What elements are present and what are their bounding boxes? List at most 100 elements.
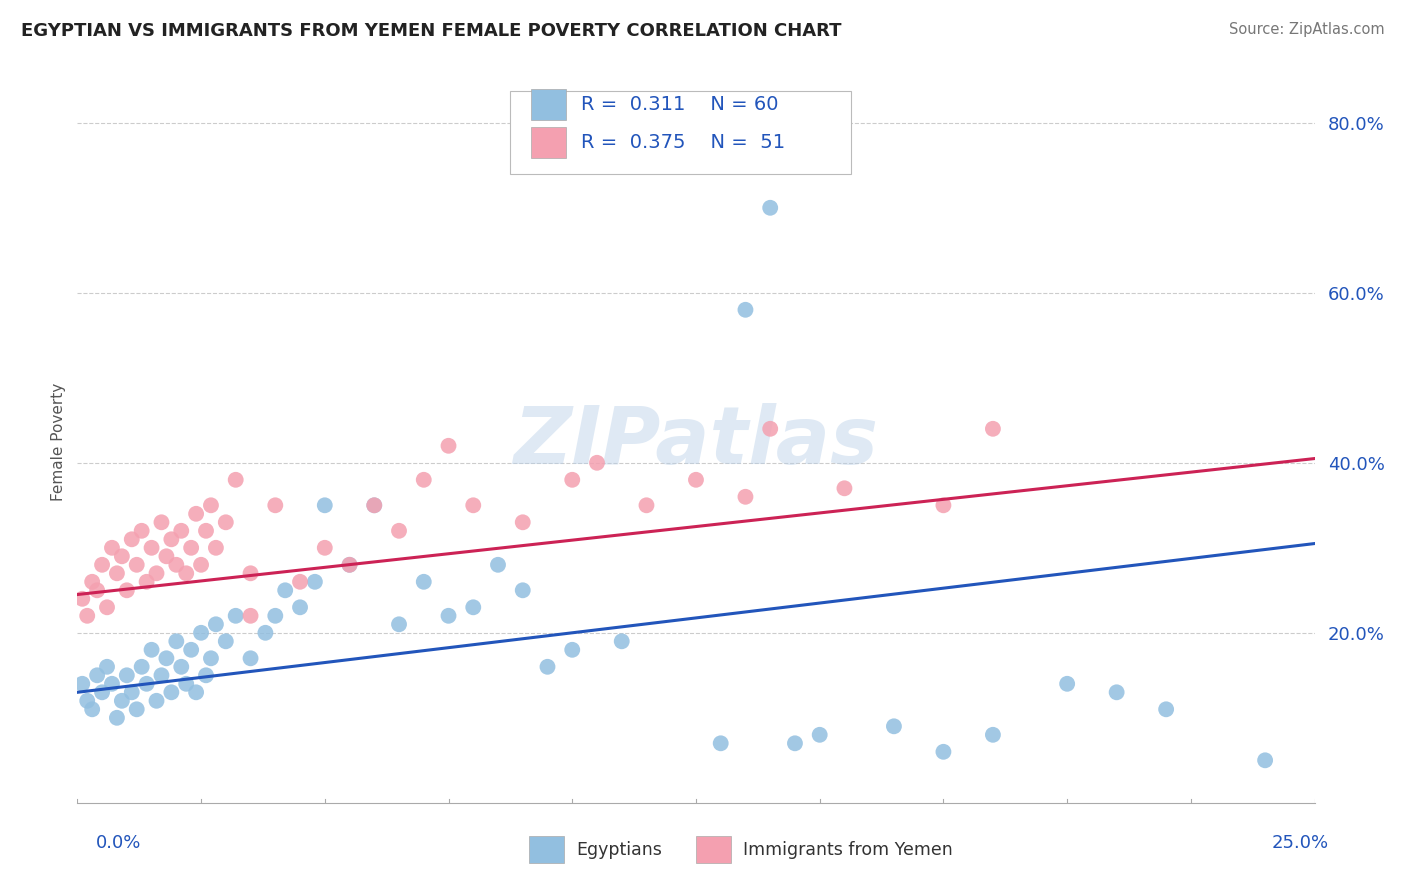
Point bbox=[783, 736, 806, 750]
Point bbox=[239, 608, 262, 623]
Point bbox=[339, 558, 361, 572]
Point bbox=[932, 745, 955, 759]
Point bbox=[205, 541, 228, 555]
Point bbox=[561, 473, 583, 487]
Text: 25.0%: 25.0% bbox=[1271, 834, 1329, 852]
Text: R =  0.311    N = 60: R = 0.311 N = 60 bbox=[581, 95, 779, 114]
Point bbox=[561, 642, 583, 657]
Point bbox=[710, 736, 733, 750]
Point bbox=[205, 617, 228, 632]
Point bbox=[1056, 677, 1078, 691]
Point bbox=[412, 473, 434, 487]
Point bbox=[314, 541, 336, 555]
FancyBboxPatch shape bbox=[531, 128, 567, 158]
Point bbox=[239, 651, 262, 665]
FancyBboxPatch shape bbox=[696, 836, 731, 863]
Point bbox=[121, 685, 143, 699]
Point bbox=[264, 498, 287, 512]
Point bbox=[388, 524, 411, 538]
Point bbox=[121, 533, 143, 547]
Point bbox=[135, 574, 157, 589]
Point bbox=[190, 625, 212, 640]
Point bbox=[586, 456, 609, 470]
Point bbox=[304, 574, 326, 589]
Point bbox=[76, 608, 98, 623]
Point bbox=[932, 498, 955, 512]
Point bbox=[174, 677, 197, 691]
Point bbox=[184, 507, 207, 521]
Point bbox=[486, 558, 509, 572]
Point bbox=[105, 566, 128, 581]
Point bbox=[125, 558, 148, 572]
Point bbox=[131, 660, 153, 674]
Point bbox=[165, 634, 187, 648]
Point bbox=[91, 558, 114, 572]
Point bbox=[96, 600, 118, 615]
Point bbox=[512, 583, 534, 598]
Point bbox=[150, 516, 173, 530]
Point bbox=[254, 625, 277, 640]
Point bbox=[437, 439, 460, 453]
Point bbox=[170, 524, 193, 538]
Text: R =  0.375    N =  51: R = 0.375 N = 51 bbox=[581, 133, 785, 152]
Point bbox=[101, 677, 124, 691]
Point bbox=[96, 660, 118, 674]
Point bbox=[734, 490, 756, 504]
Point bbox=[141, 541, 163, 555]
Point bbox=[363, 498, 385, 512]
Point bbox=[536, 660, 558, 674]
Point bbox=[184, 685, 207, 699]
Point bbox=[225, 608, 247, 623]
Point bbox=[463, 600, 485, 615]
Point bbox=[131, 524, 153, 538]
Point bbox=[200, 651, 222, 665]
Point bbox=[190, 558, 212, 572]
Point bbox=[91, 685, 114, 699]
Point bbox=[239, 566, 262, 581]
Point bbox=[1154, 702, 1177, 716]
Point bbox=[437, 608, 460, 623]
Text: 0.0%: 0.0% bbox=[96, 834, 141, 852]
FancyBboxPatch shape bbox=[531, 89, 567, 120]
Point bbox=[215, 516, 238, 530]
Point bbox=[225, 473, 247, 487]
Point bbox=[155, 549, 177, 564]
Point bbox=[145, 566, 167, 581]
Point bbox=[314, 498, 336, 512]
Point bbox=[463, 498, 485, 512]
Point bbox=[636, 498, 658, 512]
Y-axis label: Female Poverty: Female Poverty bbox=[51, 383, 66, 500]
Point bbox=[115, 668, 138, 682]
Text: Immigrants from Yemen: Immigrants from Yemen bbox=[742, 841, 953, 859]
Point bbox=[86, 668, 108, 682]
Point bbox=[759, 422, 782, 436]
FancyBboxPatch shape bbox=[510, 91, 851, 174]
Point bbox=[141, 642, 163, 657]
Point bbox=[512, 516, 534, 530]
Point bbox=[115, 583, 138, 598]
Point bbox=[195, 524, 218, 538]
Point bbox=[274, 583, 297, 598]
Point bbox=[170, 660, 193, 674]
Point bbox=[339, 558, 361, 572]
Text: EGYPTIAN VS IMMIGRANTS FROM YEMEN FEMALE POVERTY CORRELATION CHART: EGYPTIAN VS IMMIGRANTS FROM YEMEN FEMALE… bbox=[21, 22, 842, 40]
Point bbox=[180, 541, 202, 555]
Point bbox=[180, 642, 202, 657]
Point bbox=[165, 558, 187, 572]
Point bbox=[981, 728, 1004, 742]
Point bbox=[155, 651, 177, 665]
Point bbox=[101, 541, 124, 555]
Point bbox=[834, 481, 856, 495]
Point bbox=[200, 498, 222, 512]
Point bbox=[412, 574, 434, 589]
Point bbox=[82, 574, 104, 589]
Point bbox=[111, 549, 134, 564]
Point bbox=[883, 719, 905, 733]
Point bbox=[1105, 685, 1128, 699]
Point bbox=[808, 728, 831, 742]
Point bbox=[388, 617, 411, 632]
Point bbox=[125, 702, 148, 716]
Point bbox=[1254, 753, 1277, 767]
Point bbox=[734, 302, 756, 317]
Point bbox=[150, 668, 173, 682]
